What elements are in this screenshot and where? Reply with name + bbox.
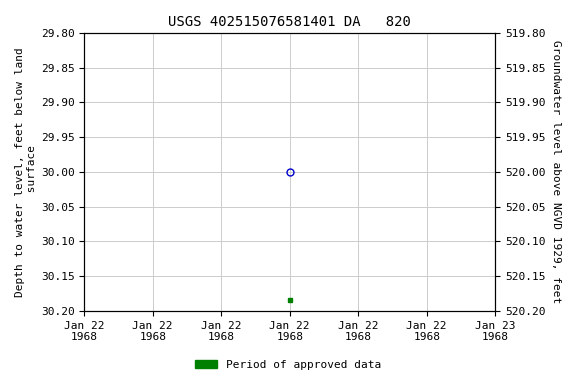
Title: USGS 402515076581401 DA   820: USGS 402515076581401 DA 820 (168, 15, 411, 29)
Legend: Period of approved data: Period of approved data (191, 356, 385, 375)
Y-axis label: Depth to water level, feet below land
 surface: Depth to water level, feet below land su… (15, 47, 37, 297)
Y-axis label: Groundwater level above NGVD 1929, feet: Groundwater level above NGVD 1929, feet (551, 40, 561, 303)
